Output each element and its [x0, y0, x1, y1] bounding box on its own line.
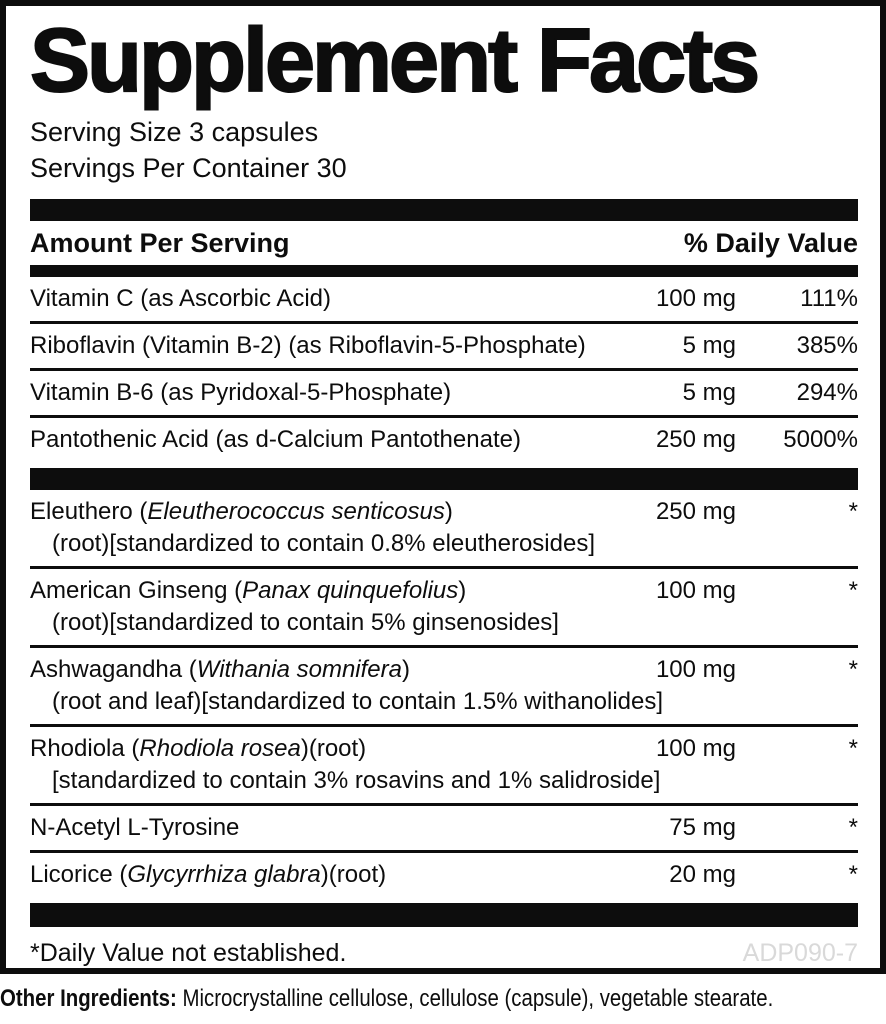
amount-value: 100 mg [655, 656, 736, 683]
ingredient-name-suffix: ) [458, 577, 467, 604]
ingredient-name-prefix: Licorice ( [30, 861, 128, 888]
amount-value: 20 mg [669, 861, 736, 888]
ingredient-name: Vitamin C (as Ascorbic Acid) [30, 283, 626, 315]
amount-value: 75 mg [669, 814, 736, 841]
product-code: ADP090-7 [742, 939, 858, 967]
table-row: Riboflavin (Vitamin B-2) (as Riboflavin-… [30, 321, 858, 368]
header-underline-bar [30, 265, 858, 277]
ingredient-name: Eleuthero (Eleutherococcus senticosus) [30, 496, 626, 528]
ingredient-name: Licorice (Glycyrrhiza glabra)(root) [30, 859, 626, 891]
ingredient-name-prefix: American Ginseng ( [30, 577, 243, 604]
section-divider-bar-bottom [30, 903, 858, 927]
daily-value: * [848, 577, 858, 604]
ingredient-name-prefix: Vitamin B-6 (as Pyridoxal-5-Phosphate) [30, 379, 452, 406]
table-row-main: Riboflavin (Vitamin B-2) (as Riboflavin-… [30, 330, 858, 362]
table-row-main: Ashwagandha (Withania somnifera) 100 mg … [30, 654, 858, 686]
table-row-main: Vitamin B-6 (as Pyridoxal-5-Phosphate) 5… [30, 377, 858, 409]
daily-value: * [848, 814, 858, 841]
table-row-main: N-Acetyl L-Tyrosine 75 mg * [30, 812, 858, 844]
ingredient-name-latin: Panax quinquefolius [242, 577, 459, 604]
ingredient-name-suffix: ) [444, 498, 453, 525]
ingredient-name: Rhodiola (Rhodiola rosea)(root) [30, 733, 626, 765]
daily-value: * [848, 498, 858, 525]
daily-value: 111% [800, 285, 858, 312]
ingredient-name: American Ginseng (Panax quinquefolius) [30, 575, 626, 607]
amount-value: 100 mg [655, 735, 736, 762]
ingredient-name-latin: Eleutherococcus senticosus [147, 498, 445, 525]
table-row-main: Pantothenic Acid (as d-Calcium Pantothen… [30, 424, 858, 456]
table-header-row: Amount Per Serving % Daily Value [30, 221, 858, 265]
ingredient-name-latin: Glycyrrhiza glabra [127, 861, 321, 888]
daily-value: * [848, 861, 858, 888]
table-row-main: Rhodiola (Rhodiola rosea)(root) 100 mg * [30, 733, 858, 765]
ingredient-name-latin: Withania somnifera [196, 656, 402, 683]
servings-per-container: Servings Per Container 30 [30, 153, 347, 183]
ingredient-name-prefix: Riboflavin (Vitamin B-2) (as Riboflavin-… [30, 332, 586, 359]
table-row: N-Acetyl L-Tyrosine 75 mg * [30, 803, 858, 850]
ingredient-name-prefix: Ashwagandha ( [30, 656, 197, 683]
ingredient-name: Pantothenic Acid (as d-Calcium Pantothen… [30, 424, 626, 456]
table-row: Eleuthero (Eleutherococcus senticosus) 2… [30, 490, 858, 566]
ingredient-name-prefix: Vitamin C (as Ascorbic Acid) [30, 285, 331, 312]
table-row-main: Eleuthero (Eleutherococcus senticosus) 2… [30, 496, 858, 528]
ingredient-detail: (root)[standardized to contain 0.8% eleu… [52, 530, 595, 557]
other-ingredients-line: Other Ingredients: Microcrystalline cell… [0, 983, 773, 1015]
percent-daily-value-header: % Daily Value [683, 228, 858, 258]
amount-value: 100 mg [655, 577, 736, 604]
ingredient-name-prefix: N-Acetyl L-Tyrosine [30, 814, 240, 841]
table-row: Pantothenic Acid (as d-Calcium Pantothen… [30, 415, 858, 462]
supplement-facts-panel: Supplement Facts Serving Size 3 capsules… [0, 0, 886, 974]
ingredient-name: Riboflavin (Vitamin B-2) (as Riboflavin-… [30, 330, 626, 362]
amount-value: 5 mg [682, 379, 736, 406]
table-row: Licorice (Glycyrrhiza glabra)(root) 20 m… [30, 850, 858, 897]
ingredient-name: N-Acetyl L-Tyrosine [30, 812, 626, 844]
ingredient-name-suffix: )(root) [300, 735, 367, 762]
ingredient-name: Vitamin B-6 (as Pyridoxal-5-Phosphate) [30, 377, 626, 409]
amount-value: 250 mg [655, 426, 736, 453]
footnote-row: *Daily Value not established. ADP090-7 [30, 927, 858, 969]
daily-value: * [848, 656, 858, 683]
section-divider-bar-top [30, 199, 858, 221]
amount-value: 250 mg [655, 498, 736, 525]
table-row: Rhodiola (Rhodiola rosea)(root) 100 mg *… [30, 724, 858, 803]
daily-value: * [848, 735, 858, 762]
daily-value: 294% [796, 379, 858, 406]
serving-info: Serving Size 3 capsules Servings Per Con… [30, 114, 858, 186]
amount-per-serving-header: Amount Per Serving [30, 228, 290, 258]
table-row-main: American Ginseng (Panax quinquefolius) 1… [30, 575, 858, 607]
ingredient-detail: [standardized to contain 3% rosavins and… [52, 767, 661, 794]
amount-value: 5 mg [682, 332, 736, 359]
ingredient-name-suffix: ) [402, 656, 410, 683]
ingredient-name-suffix: )(root) [320, 861, 387, 888]
table-row: Vitamin B-6 (as Pyridoxal-5-Phosphate) 5… [30, 368, 858, 415]
ingredient-name-prefix: Rhodiola ( [30, 735, 140, 762]
table-row: Vitamin C (as Ascorbic Acid) 100 mg 111% [30, 277, 858, 321]
ingredient-detail: (root)[standardized to contain 5% ginsen… [52, 609, 559, 636]
other-ingredients-label: Other Ingredients: [0, 985, 177, 1012]
ingredient-name: Ashwagandha (Withania somnifera) [30, 654, 626, 686]
section-divider-bar-middle [30, 468, 858, 490]
daily-value: 385% [796, 332, 858, 359]
panel-title: Supplement Facts [29, 11, 761, 111]
table-row: American Ginseng (Panax quinquefolius) 1… [30, 566, 858, 645]
daily-value: 5000% [783, 426, 858, 453]
ingredient-name-prefix: Eleuthero ( [30, 498, 148, 525]
ingredient-name-prefix: Pantothenic Acid (as d-Calcium Pantothen… [30, 426, 521, 453]
table-row: Ashwagandha (Withania somnifera) 100 mg … [30, 645, 858, 724]
serving-size: Serving Size 3 capsules [30, 117, 319, 147]
botanical-rows: Eleuthero (Eleutherococcus senticosus) 2… [30, 490, 858, 897]
table-row-main: Vitamin C (as Ascorbic Acid) 100 mg 111% [30, 283, 858, 315]
table-row-main: Licorice (Glycyrrhiza glabra)(root) 20 m… [30, 859, 858, 891]
amount-value: 100 mg [655, 285, 736, 312]
other-ingredients-text: Microcrystalline cellulose, cellulose (c… [176, 985, 774, 1012]
ingredient-detail: (root and leaf)[standardized to contain … [52, 688, 664, 715]
vitamin-rows: Vitamin C (as Ascorbic Acid) 100 mg 111%… [30, 277, 858, 462]
ingredient-name-latin: Rhodiola rosea [139, 735, 301, 762]
daily-value-footnote: *Daily Value not established. [30, 939, 347, 967]
